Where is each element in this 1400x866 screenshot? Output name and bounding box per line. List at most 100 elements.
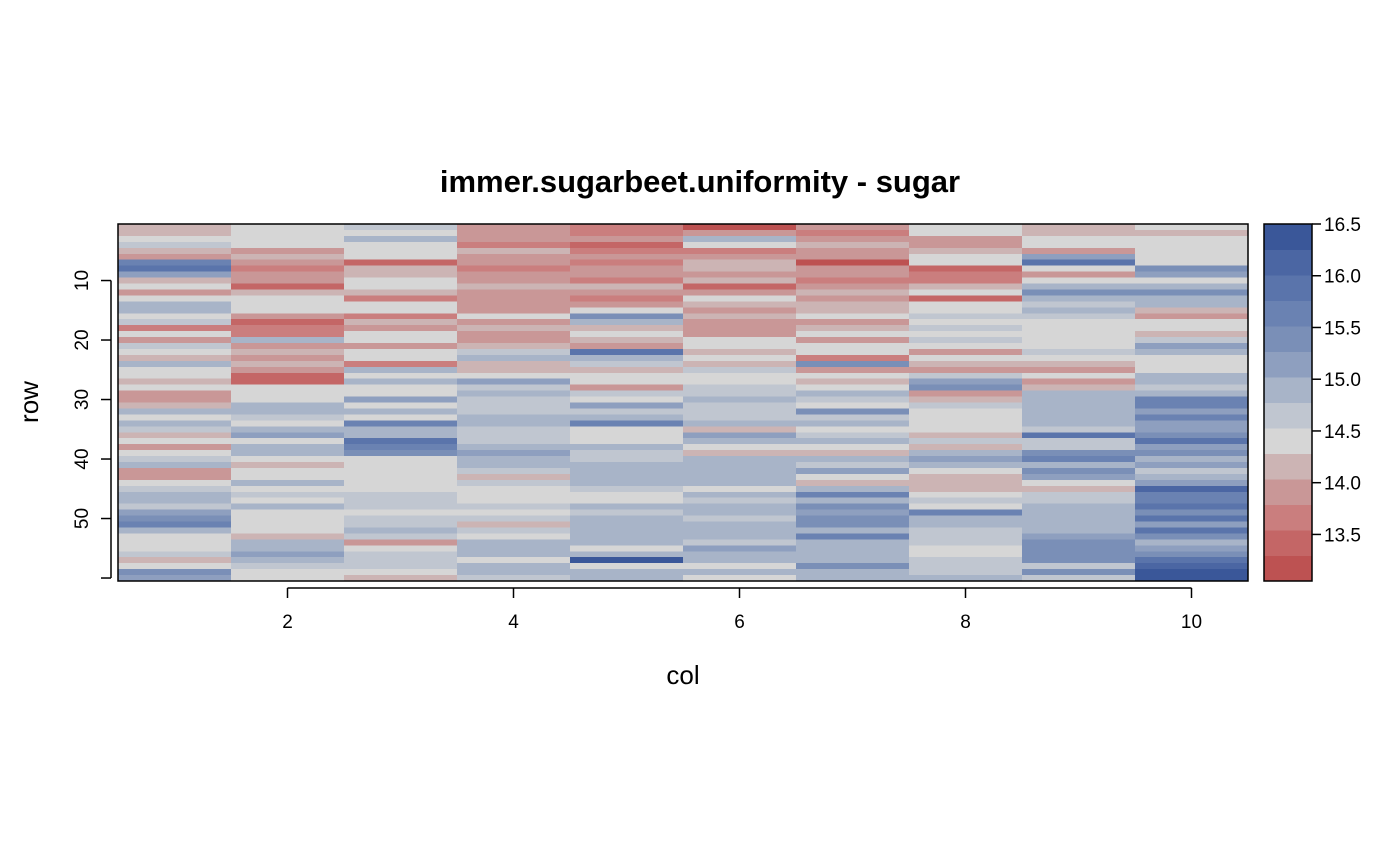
heatmap-cell [796,438,910,445]
heatmap-cell [1135,366,1249,374]
heatmap-cell [683,527,797,534]
heatmap-cell [909,247,1023,255]
heatmap-cell [344,491,458,499]
heatmap-cell [1135,396,1249,403]
heatmap-cell [1022,438,1136,445]
heatmap-cell [457,289,571,296]
y-tick-label: 50 [72,508,93,529]
heatmap-cell [457,366,571,374]
heatmap-cell [1022,331,1136,338]
colorbar-tick-label: 14.5 [1324,422,1361,443]
heatmap-cell [570,539,684,546]
heatmap-cell [570,491,684,499]
heatmap-cell [1135,432,1249,439]
heatmap-cell [570,396,684,403]
heatmap-cell [1135,402,1249,409]
heatmap-cell [1135,450,1249,457]
heatmap-cell [909,289,1023,296]
heatmap-cell [1135,545,1249,552]
heatmap-cell [457,420,571,427]
heatmap-cell [796,259,910,267]
heatmap-cell [796,366,910,374]
heatmap-cell [796,479,910,487]
heatmap-cell [118,557,232,564]
heatmap-cell [344,575,458,582]
heatmap-cell [457,479,571,487]
x-axis-label: col [666,660,699,690]
heatmap-cell [1135,259,1249,267]
heatmap-cell [1022,253,1136,261]
heatmap-cell [118,396,232,403]
heatmap-cell [796,325,910,332]
heatmap-cell [231,563,345,570]
heatmap-cell [344,366,458,374]
heatmap-cell [570,325,684,332]
heatmap-cell [1022,485,1136,493]
heatmap-cell [683,348,797,356]
heatmap-cell [1135,384,1249,391]
y-axis-label: row [14,381,44,423]
heatmap-cell [570,337,684,344]
heatmap-cell [1022,229,1136,237]
heatmap-cell [457,354,571,362]
heatmap-cell [1022,408,1136,415]
heatmap-cell [1135,313,1249,320]
heatmap-cell [1135,283,1249,290]
heatmap-cell [231,265,345,272]
heatmap-cell [457,265,571,272]
heatmap-cell [344,307,458,314]
x-tick-label: 10 [1181,612,1202,633]
heatmap-cell [118,450,232,457]
heatmap-cell [909,432,1023,439]
heatmap-cell [796,337,910,344]
heatmap-cell [570,438,684,445]
heatmap-cell [909,420,1023,427]
heatmap-cell [796,563,910,570]
heatmap-cell [118,551,232,558]
heatmap-cell [118,438,232,445]
colorbar-swatch [1264,453,1312,480]
heatmap-cell [231,539,345,546]
heatmap-cell [1022,319,1136,326]
heatmap-cell [1135,265,1249,272]
heatmap-cell [909,372,1023,380]
heatmap-cell [344,265,458,272]
heatmap-cell [796,331,910,338]
heatmap-cell [457,277,571,284]
heatmap-cell [796,515,910,522]
heatmap-cell [118,414,232,421]
heatmap-cell [231,354,345,362]
heatmap-cell [683,479,797,487]
heatmap-cell [457,497,571,505]
heatmap-cell [231,551,345,558]
heatmap-cell [118,491,232,499]
heatmap-cell [796,545,910,552]
heatmap-cell [457,224,571,231]
heatmap-cell [909,563,1023,570]
heatmap-cells [118,224,1249,582]
colorbar-swatch [1264,402,1312,429]
heatmap-cell [909,444,1023,451]
heatmap-cell [683,569,797,576]
y-axis: 10 20 30 40 50 [72,270,112,579]
heatmap-cell [796,313,910,320]
heatmap-cell [570,485,684,493]
heatmap-cell [909,384,1023,391]
heatmap-cell [457,414,571,421]
heatmap-cell [570,402,684,409]
heatmap-cell [1022,515,1136,522]
heatmap-cell [570,414,684,421]
heatmap-cell [1022,462,1136,469]
heatmap-cell [909,438,1023,445]
heatmap-cell [231,337,345,344]
colorbar-tick-label: 16.5 [1324,215,1361,236]
heatmap-cell [457,283,571,290]
heatmap-cell [570,527,684,534]
heatmap-cell [344,331,458,338]
heatmap-cell [1135,271,1249,278]
heatmap-cell [231,378,345,386]
heatmap-cell [231,509,345,516]
heatmap-cell [118,235,232,243]
heatmap-cell [231,575,345,582]
heatmap-cell [683,354,797,362]
